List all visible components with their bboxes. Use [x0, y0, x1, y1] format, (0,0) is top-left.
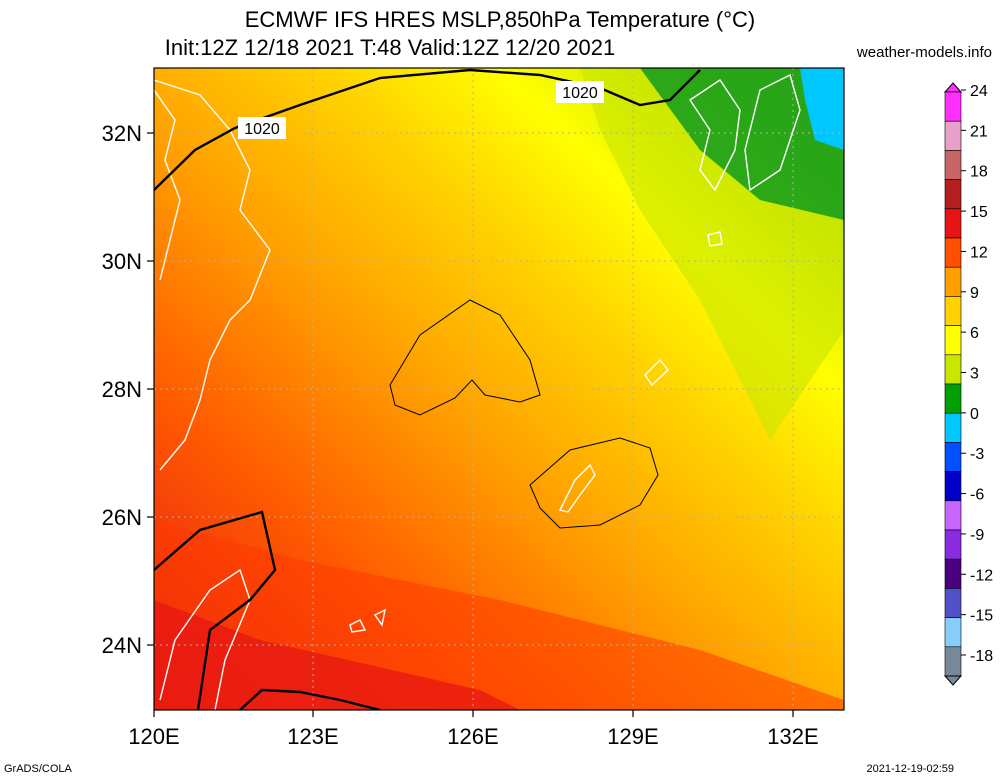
colorbar-swatch	[944, 529, 962, 560]
map-title: ECMWF IFS HRES MSLP,850hPa Temperature (…	[244, 7, 756, 32]
isobar-closed-east	[529, 437, 659, 529]
isobar-label-bg-1	[238, 117, 286, 139]
axis-ticks	[147, 132, 794, 717]
colorbar-tick-label: -3	[970, 446, 984, 463]
colorbar-swatch	[944, 500, 962, 531]
colorbar-swatch	[944, 179, 962, 210]
colorbar-swatch	[944, 150, 962, 180]
coastlines	[154, 73, 801, 710]
isobar-1020-southwest	[154, 510, 277, 710]
isobar-label-bg-2	[556, 81, 604, 103]
isobar-label-1: 1020	[244, 121, 280, 138]
colorbar-tick-label: 6	[970, 325, 979, 342]
colorbar-swatch	[944, 325, 962, 356]
map-subtitle: Init:12Z 12/18 2021 T:48 Valid:12Z 12/20…	[164, 35, 616, 60]
colorbar-swatch	[944, 354, 962, 385]
colorbar-bottom-arrow	[943, 675, 963, 686]
colorbar-tick-label: -15	[970, 608, 993, 625]
lat-label-24n: 24N	[102, 633, 142, 658]
colorbar-tick-label: -18	[970, 648, 993, 665]
lat-label-26n: 26N	[102, 505, 142, 530]
colorbar-swatch	[944, 208, 962, 239]
colorbar-tick-label: 0	[970, 406, 979, 423]
colorbar	[943, 82, 963, 686]
colorbar-labels: 24 21 18 15 12 9 6 3 0 -3 -6 -9 -12 -15 -18	[961, 83, 993, 665]
lon-label-120e: 120E	[128, 724, 179, 749]
colorbar-swatch	[944, 412, 962, 443]
colorbar-tick-label: 9	[970, 285, 979, 302]
lat-label-30n: 30N	[102, 249, 142, 274]
lon-label-129e: 129E	[607, 724, 658, 749]
colorbar-tick-label: 15	[970, 204, 988, 221]
colorbar-tick-label: 18	[970, 164, 988, 181]
colorbar-tick-label: -6	[970, 487, 984, 504]
colorbar-swatch	[944, 471, 962, 502]
isobar-1020-south	[239, 688, 381, 710]
footer-timestamp: 2021-12-19-02:59	[866, 763, 954, 775]
freezing-band	[800, 68, 844, 150]
site-credit: weather-models.info	[856, 44, 992, 61]
colorbar-tick-label: -9	[970, 527, 984, 544]
lon-label-123e: 123E	[287, 724, 338, 749]
isobars	[154, 68, 701, 710]
colorbar-tick-label: -12	[970, 567, 993, 584]
colorbar-swatch	[944, 383, 962, 414]
colorbar-tick-label: 24	[970, 83, 988, 100]
lon-label-132e: 132E	[767, 724, 818, 749]
colorbar-swatch	[944, 266, 962, 297]
colorbar-swatch	[944, 617, 962, 648]
colorbar-swatch	[944, 442, 962, 472]
colorbar-swatch	[944, 646, 962, 677]
colorbar-tick-label: 21	[970, 123, 988, 140]
lat-label-32n: 32N	[102, 121, 142, 146]
lon-label-126e: 126E	[447, 724, 498, 749]
footer-credit: GrADS/COLA	[4, 763, 72, 775]
colorbar-top-arrow	[943, 82, 963, 93]
colorbar-swatch	[944, 296, 962, 326]
isobar-1020-north	[154, 68, 701, 191]
colorbar-swatch	[944, 237, 962, 268]
colorbar-swatch	[944, 120, 962, 151]
lat-label-28n: 28N	[102, 377, 142, 402]
colorbar-swatch	[944, 558, 962, 589]
isobar-label-2: 1020	[562, 85, 598, 102]
hot-band	[154, 600, 520, 710]
colorbar-swatch	[944, 91, 962, 122]
isobar-closed-center	[389, 299, 541, 416]
colorbar-tick-label: 12	[970, 244, 988, 261]
colorbar-tick-label: 3	[970, 366, 979, 383]
colorbar-swatch	[944, 588, 962, 618]
